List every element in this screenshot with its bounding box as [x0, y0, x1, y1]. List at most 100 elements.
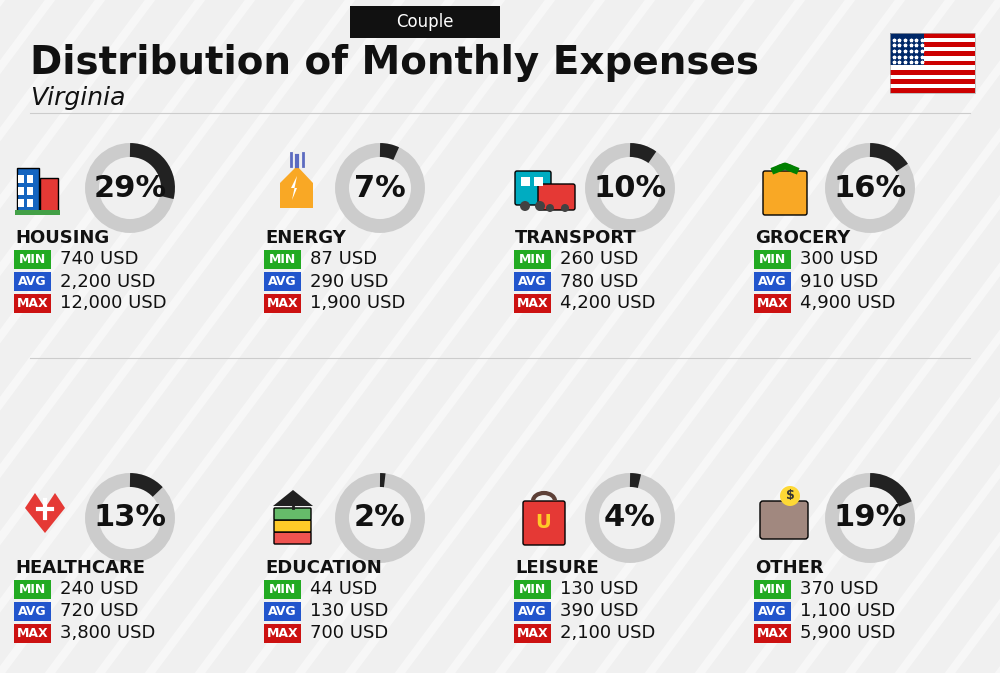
Text: 3,800 USD: 3,800 USD [60, 625, 155, 643]
Text: Couple: Couple [396, 13, 454, 31]
Bar [27, 175, 33, 183]
FancyBboxPatch shape [514, 272, 551, 291]
Text: 29%: 29% [93, 174, 167, 203]
FancyBboxPatch shape [514, 602, 551, 621]
Polygon shape [291, 176, 297, 200]
Text: MIN: MIN [19, 253, 46, 266]
Bar [890, 51, 975, 56]
FancyBboxPatch shape [523, 501, 565, 545]
FancyBboxPatch shape [754, 580, 791, 599]
FancyBboxPatch shape [350, 6, 500, 38]
FancyBboxPatch shape [14, 272, 51, 291]
Text: 240 USD: 240 USD [60, 581, 138, 598]
Text: AVG: AVG [268, 605, 297, 618]
Bar [890, 33, 975, 38]
Text: Distribution of Monthly Expenses: Distribution of Monthly Expenses [30, 44, 759, 82]
FancyBboxPatch shape [538, 184, 575, 210]
Bar [18, 199, 24, 207]
Text: TRANSPORT: TRANSPORT [515, 229, 637, 247]
Text: AVG: AVG [518, 605, 547, 618]
Text: 2,100 USD: 2,100 USD [560, 625, 655, 643]
Text: 740 USD: 740 USD [60, 250, 138, 269]
Bar [890, 61, 975, 65]
Text: OTHER: OTHER [755, 559, 824, 577]
Polygon shape [342, 150, 418, 226]
FancyBboxPatch shape [754, 272, 791, 291]
Circle shape [561, 204, 569, 212]
FancyBboxPatch shape [14, 580, 51, 599]
Text: 87 USD: 87 USD [310, 250, 377, 269]
Text: 780 USD: 780 USD [560, 273, 638, 291]
Text: 300 USD: 300 USD [800, 250, 878, 269]
Text: MIN: MIN [519, 253, 546, 266]
FancyBboxPatch shape [264, 624, 301, 643]
Text: ENERGY: ENERGY [265, 229, 346, 247]
Text: MAX: MAX [757, 627, 788, 640]
FancyBboxPatch shape [40, 178, 58, 213]
FancyBboxPatch shape [264, 580, 301, 599]
Text: 2,200 USD: 2,200 USD [60, 273, 156, 291]
Bar [890, 33, 975, 93]
Bar [15, 210, 60, 215]
Bar [890, 88, 975, 93]
Text: 370 USD: 370 USD [800, 581, 879, 598]
Bar [890, 70, 975, 75]
FancyBboxPatch shape [514, 294, 551, 313]
Text: MAX: MAX [17, 297, 48, 310]
Text: 44 USD: 44 USD [310, 581, 377, 598]
Text: $: $ [786, 489, 794, 503]
Bar [18, 175, 24, 183]
Text: MAX: MAX [517, 297, 548, 310]
Text: LEISURE: LEISURE [515, 559, 599, 577]
Text: 2%: 2% [354, 503, 406, 532]
FancyBboxPatch shape [274, 508, 311, 520]
FancyBboxPatch shape [14, 250, 51, 269]
Text: 4,900 USD: 4,900 USD [800, 295, 896, 312]
Text: 4,200 USD: 4,200 USD [560, 295, 656, 312]
Bar [890, 38, 975, 42]
Bar [890, 33, 924, 65]
Text: HOUSING: HOUSING [15, 229, 109, 247]
Text: 1,900 USD: 1,900 USD [310, 295, 405, 312]
Text: 12,000 USD: 12,000 USD [60, 295, 167, 312]
Text: MAX: MAX [517, 627, 548, 640]
Text: 700 USD: 700 USD [310, 625, 388, 643]
Text: U: U [535, 513, 551, 532]
Bar [890, 79, 975, 83]
Text: MAX: MAX [267, 627, 298, 640]
Text: AVG: AVG [758, 275, 787, 288]
FancyBboxPatch shape [14, 602, 51, 621]
Circle shape [546, 204, 554, 212]
Text: MAX: MAX [267, 297, 298, 310]
Text: MIN: MIN [269, 583, 296, 596]
Bar [890, 75, 975, 79]
Text: AVG: AVG [758, 605, 787, 618]
FancyBboxPatch shape [754, 624, 791, 643]
FancyBboxPatch shape [754, 294, 791, 313]
FancyBboxPatch shape [274, 532, 311, 544]
Text: AVG: AVG [18, 605, 47, 618]
Polygon shape [592, 480, 668, 556]
FancyBboxPatch shape [514, 580, 551, 599]
Text: MIN: MIN [759, 583, 786, 596]
Bar [890, 65, 975, 70]
FancyBboxPatch shape [515, 171, 551, 205]
Polygon shape [92, 150, 168, 226]
Polygon shape [273, 490, 313, 506]
FancyBboxPatch shape [754, 602, 791, 621]
Text: Virginia: Virginia [30, 86, 126, 110]
Text: 5,900 USD: 5,900 USD [800, 625, 896, 643]
Text: 390 USD: 390 USD [560, 602, 639, 621]
Bar [890, 47, 975, 51]
Polygon shape [342, 480, 418, 556]
FancyBboxPatch shape [264, 250, 301, 269]
Bar [534, 177, 543, 186]
Polygon shape [832, 150, 908, 226]
Bar [890, 56, 975, 61]
FancyBboxPatch shape [14, 624, 51, 643]
FancyBboxPatch shape [514, 250, 551, 269]
Text: MAX: MAX [17, 627, 48, 640]
Text: AVG: AVG [18, 275, 47, 288]
FancyBboxPatch shape [514, 624, 551, 643]
Polygon shape [832, 480, 908, 556]
